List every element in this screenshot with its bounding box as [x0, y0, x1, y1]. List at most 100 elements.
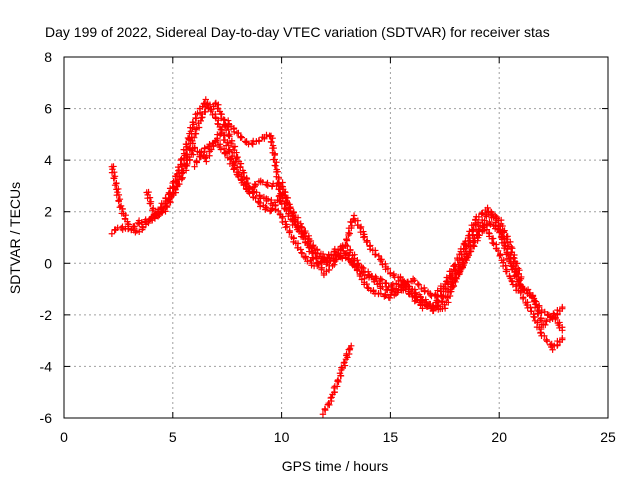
y-tick-label: -2 — [40, 307, 53, 323]
data-point — [465, 232, 472, 239]
data-point — [360, 234, 367, 241]
data-point — [469, 238, 477, 245]
data-point — [146, 194, 154, 201]
data-point — [162, 195, 169, 202]
data-point — [226, 148, 233, 155]
data-point — [500, 229, 508, 236]
data-point — [360, 228, 367, 235]
data-point — [145, 188, 152, 196]
data-point — [197, 151, 204, 159]
data-point — [237, 163, 244, 171]
data-point — [235, 129, 242, 137]
data-point — [413, 292, 420, 300]
data-point — [111, 168, 118, 176]
data-point — [115, 191, 123, 199]
data-point — [306, 248, 313, 255]
y-tick-label: 2 — [44, 204, 52, 220]
data-point — [138, 219, 145, 226]
x-tick-label: 20 — [491, 429, 507, 445]
data-point — [524, 304, 531, 312]
data-point — [559, 334, 566, 342]
data-point — [201, 144, 208, 152]
data-point — [163, 203, 170, 210]
plot-frame — [63, 56, 609, 419]
data-point — [218, 126, 226, 134]
data-point — [359, 264, 367, 272]
data-point — [390, 270, 398, 278]
data-point — [356, 272, 364, 280]
data-point — [508, 277, 515, 285]
data-point — [226, 133, 233, 140]
data-point — [537, 315, 545, 322]
data-point — [309, 254, 316, 261]
data-point — [503, 268, 510, 275]
data-point — [217, 146, 225, 153]
data-point — [433, 297, 440, 304]
y-tick-label: -6 — [40, 410, 53, 426]
axes: 0 5 10 15 20 25 -6 -4 -2 0 2 4 6 8 — [40, 49, 616, 445]
data-point — [550, 310, 557, 317]
data-point — [458, 251, 465, 258]
data-point — [451, 261, 459, 268]
data-point — [275, 207, 282, 215]
data-point — [289, 221, 296, 229]
data-point — [415, 281, 422, 289]
data-point — [363, 239, 370, 246]
data-point — [124, 223, 132, 230]
data-point — [460, 246, 467, 253]
data-point — [475, 227, 483, 234]
data-point — [139, 224, 147, 231]
data-point — [110, 175, 118, 182]
data-point — [479, 209, 486, 217]
data-point — [214, 131, 221, 138]
data-point — [263, 131, 270, 139]
x-tick-label: 5 — [169, 429, 177, 445]
data-point — [454, 254, 461, 262]
data-point — [294, 224, 301, 231]
data-point — [234, 153, 241, 161]
data-point — [341, 359, 348, 366]
data-point — [418, 285, 425, 293]
data-point — [289, 212, 297, 219]
data-point — [271, 162, 279, 169]
data-point — [182, 146, 190, 154]
data-point — [291, 218, 298, 225]
data-point — [419, 305, 426, 312]
data-point — [283, 223, 291, 230]
data-point — [497, 251, 504, 259]
data-point — [304, 258, 311, 265]
data-point — [469, 226, 476, 233]
x-tick-label: 25 — [600, 429, 616, 445]
data-point — [225, 126, 232, 134]
data-point — [493, 213, 500, 221]
data-point — [318, 266, 325, 273]
data-point — [330, 384, 338, 392]
data-point — [119, 226, 126, 233]
data-point — [255, 198, 262, 205]
data-point — [370, 287, 377, 294]
data-point — [198, 148, 205, 155]
data-point — [119, 205, 126, 213]
data-point — [225, 142, 232, 149]
data-point — [298, 250, 306, 257]
data-point — [178, 175, 185, 183]
data-point — [458, 265, 465, 273]
x-tick-label: 15 — [383, 429, 399, 445]
data-point — [331, 245, 339, 253]
data-point — [364, 284, 371, 291]
data-point — [437, 282, 445, 290]
data-point — [178, 161, 185, 168]
y-tick-label: 8 — [44, 49, 52, 65]
data-point — [264, 195, 272, 203]
data-point — [285, 204, 293, 212]
data-point — [541, 332, 548, 340]
data-point — [230, 128, 238, 136]
data-point — [220, 145, 228, 152]
data-point — [309, 250, 317, 257]
grid — [64, 57, 608, 418]
y-tick-label: -4 — [40, 358, 53, 374]
data-point — [163, 202, 171, 210]
data-point — [460, 260, 467, 267]
data-point — [559, 327, 566, 334]
data-point — [230, 165, 238, 172]
